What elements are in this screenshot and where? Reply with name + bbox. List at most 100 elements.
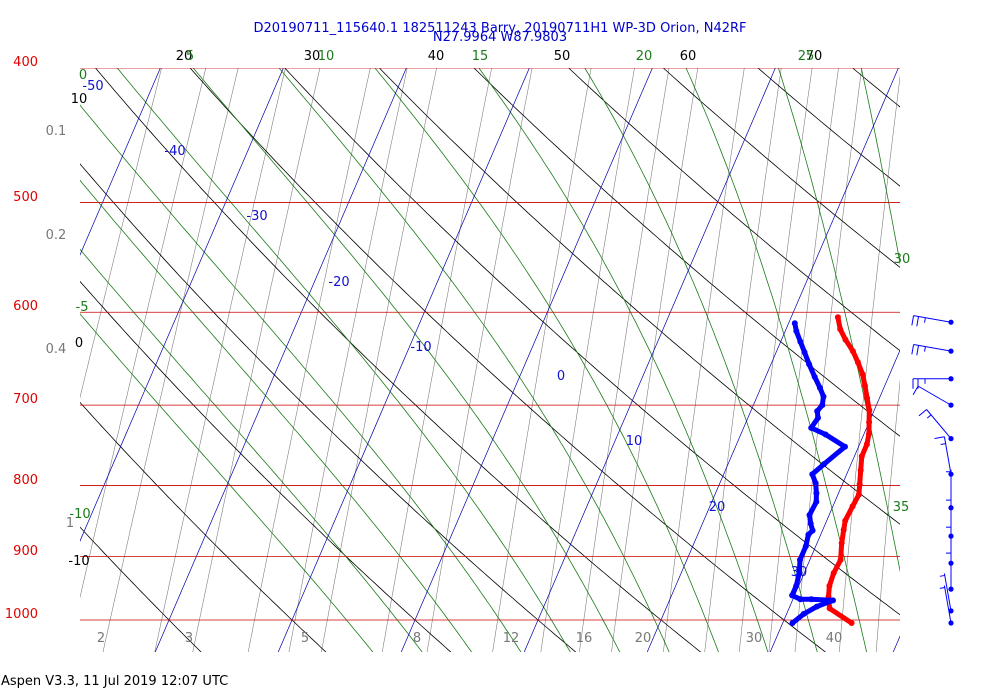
dewpoint-trace-point (811, 373, 818, 380)
temperature-trace-point (866, 430, 872, 437)
isotherm-line (80, 68, 161, 256)
pressure-tick-label: 400 (13, 55, 38, 70)
wind-barb-feather (911, 344, 915, 355)
dewpoint-trace-point (807, 520, 814, 527)
dry-adiabat-line (94, 68, 702, 652)
dewpoint-trace-point (814, 408, 821, 415)
dewpoint-trace-point (805, 531, 812, 538)
dewpoint-trace-point (802, 543, 809, 550)
pressure-tick-label: 500 (13, 190, 38, 205)
mixing-ratio-label: 1 (66, 516, 74, 531)
moist-adiabat-line (278, 68, 670, 652)
mixing-ratio-line (768, 68, 839, 652)
dewpoint-trace-point (793, 328, 800, 334)
wind-barb-half-feather (939, 587, 945, 589)
dewpoint-trace-point (819, 402, 826, 409)
temperature-trace-point (848, 620, 855, 626)
dewpoint-trace-point (820, 393, 827, 400)
wind-barb-half-feather (924, 346, 926, 352)
isotherm-label: 20 (709, 500, 726, 515)
chart-title-line1: D20190711_115640.1 182511243 Barry, 2019… (254, 21, 747, 36)
dry-adiabat-line (284, 68, 900, 616)
temperature-trace-point (863, 441, 870, 448)
sounding-traces (789, 314, 873, 626)
mixing-ratio-line (579, 68, 670, 652)
isotherm-line (80, 68, 284, 542)
wind-barb-feather (912, 385, 919, 396)
temperature-trace-point (837, 556, 844, 563)
mixing-ratio-label: 20 (635, 631, 652, 646)
moist-adiabat-line (80, 313, 374, 652)
dry-adiabat-line (378, 68, 900, 525)
isotherm-line (154, 68, 407, 652)
wind-barbs (911, 315, 954, 626)
pressure-tick-label: 600 (13, 299, 38, 314)
isotherm-line (523, 68, 776, 652)
dewpoint-trace (789, 320, 848, 626)
dry-adiabat-label: 50 (554, 49, 571, 64)
mixing-ratio-line (192, 68, 321, 652)
moist-adiabat-label: 10 (318, 49, 335, 64)
moist-adiabat-label: -5 (76, 300, 89, 315)
wind-barb-staff (943, 573, 952, 611)
wind-barb-staff (943, 436, 952, 475)
mixing-ratio-label: 8 (413, 631, 421, 646)
dewpoint-trace-point (821, 461, 827, 468)
mixing-ratio-line (875, 378, 900, 652)
mixing-ratio-line (611, 68, 699, 652)
isotherm-line (0, 37, 51, 655)
wind-barb-feather (934, 436, 945, 439)
dewpoint-trace-point (793, 582, 800, 589)
dewpoint-trace-point (797, 556, 803, 563)
temperature-trace-point (859, 371, 866, 378)
dewpoint-trace-point (815, 414, 821, 421)
dewpoint-trace-point (809, 527, 816, 534)
isotherm-line (646, 68, 899, 652)
mixing-ratio-line (738, 68, 813, 652)
moist-adiabat-label: -10 (69, 507, 90, 522)
isotherm-line (400, 68, 653, 652)
wind-barb-feather (918, 409, 927, 417)
dry-adiabat-line (757, 68, 900, 187)
mixing-ratio-line (80, 68, 207, 599)
mixing-ratio-line (663, 68, 745, 652)
dewpoint-trace-point (796, 570, 803, 576)
dewpoint-trace-point (789, 592, 796, 599)
mixing-ratio-line (80, 68, 162, 399)
dewpoint-trace-point (809, 471, 816, 478)
dewpoint-trace-point (806, 361, 813, 368)
isotherm-label: -50 (82, 79, 103, 94)
isotherm-label: 0 (557, 369, 565, 384)
dry-adiabat-label: 0 (75, 336, 83, 351)
mixing-ratio-line (794, 68, 863, 652)
dry-adiabat-line (473, 68, 900, 437)
moist-adiabat-line (80, 104, 522, 652)
isotherm-label: -40 (164, 144, 185, 159)
moist-adiabat-label: 20 (636, 49, 653, 64)
wind-barb-half-feather (926, 414, 932, 419)
pressure-tick-label: 700 (13, 392, 38, 407)
mixing-ratio-label: 40 (826, 631, 843, 646)
temperature-trace-point (858, 453, 865, 460)
mixing-ratio-line (540, 68, 635, 652)
temperature-trace-point (849, 503, 856, 510)
temperature-trace-point (834, 314, 841, 321)
dewpoint-trace-point (813, 603, 820, 610)
mixing-ratio-label: 0.4 (46, 342, 67, 357)
dry-adiabat-line (189, 68, 827, 652)
mixing-ratio-line (492, 68, 592, 652)
moist-adiabat-line (116, 68, 571, 652)
dry-adiabat-label: 70 (806, 49, 823, 64)
mixing-ratio-line (960, 37, 1000, 655)
dry-adiabat-line (851, 68, 900, 108)
moist-adiabat-label: 0 (79, 68, 87, 83)
temperature-trace-point (842, 517, 849, 524)
mixing-ratio-line (935, 37, 990, 655)
temperature-trace-point (842, 336, 849, 343)
mixing-ratio-label: 12 (503, 631, 520, 646)
dewpoint-trace-point (808, 596, 815, 603)
dry-adiabat-line (568, 68, 900, 352)
dry-adiabat-line (80, 526, 202, 652)
dry-adiabat-label: 60 (680, 49, 697, 64)
